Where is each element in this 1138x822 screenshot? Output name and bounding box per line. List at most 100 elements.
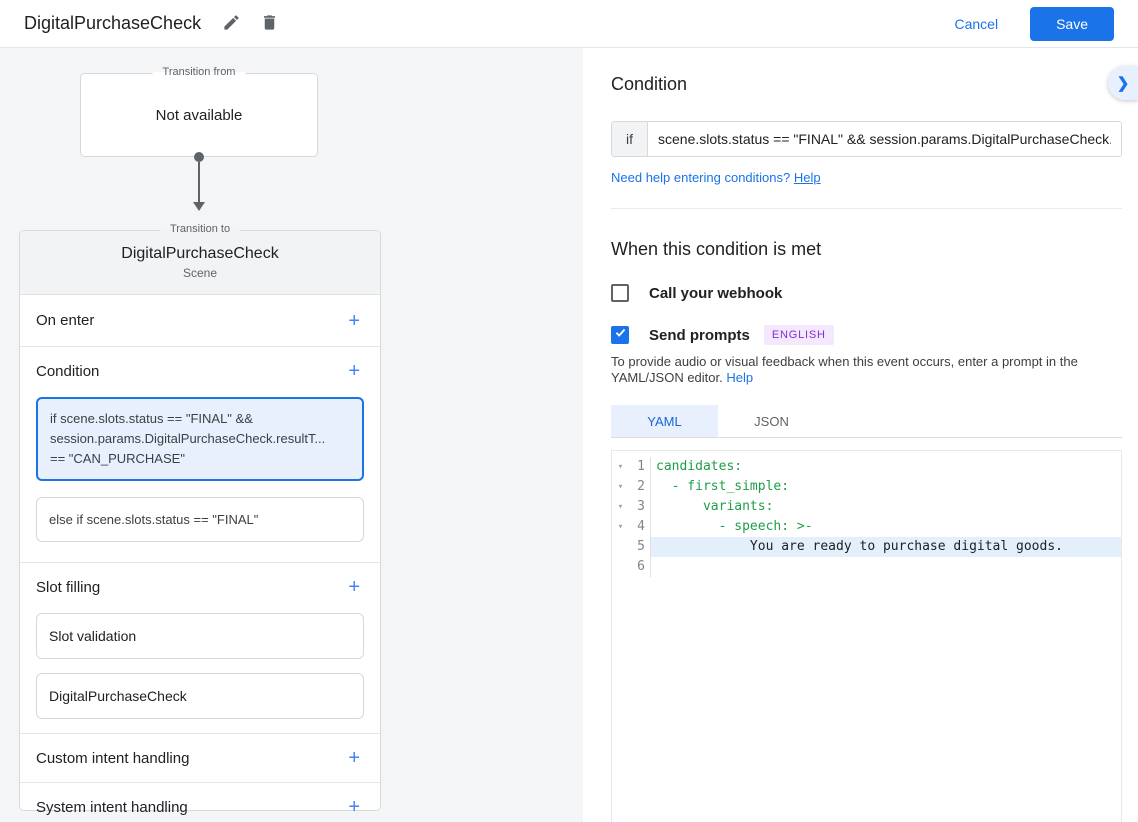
delete-scene-button[interactable] (257, 12, 281, 36)
line-number: 4 (629, 517, 651, 537)
flow-connector-line (198, 162, 200, 202)
prompts-desc-text: To provide audio or visual feedback when… (611, 354, 1078, 385)
line-number: 1 (629, 457, 651, 477)
fold-toggle-icon[interactable]: ▾ (617, 482, 624, 492)
scene-card-header: Transition to DigitalPurchaseCheck Scene (20, 223, 380, 295)
transition-from-box: Transition from Not available (80, 66, 318, 157)
fold-toggle-icon (612, 557, 629, 577)
panel-title: Condition (611, 74, 688, 94)
flow-arrowhead-icon (193, 202, 205, 211)
tabbar-divider (611, 437, 1122, 438)
code-text[interactable]: - speech: >- (656, 519, 813, 534)
send-prompts-checkbox[interactable] (611, 326, 629, 344)
condition-section: Condition + if scene.slots.status == "FI… (20, 347, 380, 542)
code-editor-lines: ▾ 1 candidates: ▾ 2 - first_simple: ▾ 3 varian… (612, 457, 1121, 577)
editor-tabs: YAML JSON (611, 405, 1122, 437)
webhook-row: Call your webhook (611, 284, 1122, 302)
transition-from-value: Not available (155, 106, 243, 124)
condition-card[interactable]: else if scene.slots.status == "FINAL" (36, 497, 364, 542)
condition-card-line: session.params.DigitalPurchaseCheck.resu… (50, 431, 326, 446)
code-line: ▾ 3 variants: (612, 497, 1121, 517)
section-divider (20, 782, 380, 783)
code-text[interactable] (651, 557, 1121, 577)
help-text: Need help entering conditions? (611, 170, 794, 185)
condition-card-line: else if scene.slots.status == "FINAL" (49, 512, 259, 527)
line-number: 6 (629, 557, 651, 577)
edit-title-button[interactable] (219, 12, 243, 36)
code-line: 6 (612, 557, 1121, 577)
panel-divider (611, 208, 1122, 209)
help-link[interactable]: Help (793, 170, 821, 185)
section-divider (20, 733, 380, 734)
language-badge: ENGLISH (763, 325, 834, 345)
trash-icon (260, 13, 279, 35)
add-custom-intent-button[interactable]: + (344, 746, 364, 770)
pencil-icon (222, 13, 241, 35)
code-editor[interactable]: ▾ 1 candidates: ▾ 2 - first_simple: ▾ 3 varian… (611, 450, 1122, 822)
call-webhook-checkbox[interactable] (611, 284, 629, 302)
transition-from-label: Transition from (152, 66, 246, 78)
code-line: ▾ 1 candidates: (612, 457, 1121, 477)
add-on-enter-button[interactable]: + (344, 309, 364, 333)
prompts-description: To provide audio or visual feedback when… (611, 354, 1122, 386)
slot-validation-card[interactable]: Slot validation (36, 613, 364, 659)
condition-card-line: if scene.slots.status == "FINAL" && (50, 411, 253, 426)
fold-toggle-icon[interactable]: ▾ (617, 462, 624, 472)
fold-toggle-icon[interactable]: ▾ (617, 502, 624, 512)
on-enter-section[interactable]: On enter + (20, 295, 380, 346)
scene-card: Transition to DigitalPurchaseCheck Scene… (19, 223, 381, 817)
code-text[interactable]: You are ready to purchase digital goods. (651, 537, 1121, 557)
condition-input[interactable] (648, 122, 1121, 156)
flow-connector-dot (194, 152, 204, 162)
slot-filling-label: Slot filling (36, 578, 101, 596)
condition-section-header[interactable]: Condition + (20, 347, 380, 395)
collapse-panel-button[interactable]: ❯ (1108, 66, 1138, 100)
chevron-right-icon: ❯ (1116, 75, 1130, 92)
slot-digitalpurchasecheck-card[interactable]: DigitalPurchaseCheck (36, 673, 364, 719)
condition-card-line: == "CAN_PURCHASE" (50, 451, 185, 466)
add-system-intent-button[interactable]: + (344, 795, 364, 819)
condition-section-label: Condition (36, 362, 100, 380)
line-number: 3 (629, 497, 651, 517)
section-divider (20, 562, 380, 563)
tab-json[interactable]: JSON (754, 413, 789, 429)
scene-flow-pane: Transition from Not available Transition… (0, 48, 583, 822)
code-text[interactable]: candidates: (656, 459, 743, 474)
tab-yaml[interactable]: YAML (611, 405, 718, 437)
line-number: 5 (629, 537, 651, 557)
slot-filling-section: Slot filling + Slot validation DigitalPu… (20, 563, 380, 719)
fold-toggle-icon[interactable]: ▾ (617, 522, 624, 532)
page-title: DigitalPurchaseCheck (24, 13, 202, 33)
scene-name: DigitalPurchaseCheck (121, 245, 279, 262)
custom-intent-section[interactable]: Custom intent handling + (20, 734, 380, 782)
scene-type: Scene (182, 266, 218, 280)
section-divider (20, 346, 380, 347)
code-line: ▾ 2 - first_simple: (612, 477, 1121, 497)
on-enter-label: On enter (36, 312, 95, 329)
code-line: 5 You are ready to purchase digital good… (612, 537, 1121, 557)
code-text[interactable]: - first_simple: (656, 479, 790, 494)
condition-help-line: Need help entering conditions? Help (611, 170, 1122, 185)
add-condition-button[interactable]: + (344, 359, 364, 383)
prompts-help-link[interactable]: Help (726, 370, 754, 385)
fold-toggle-icon (612, 537, 629, 557)
condition-input-row: if (611, 121, 1122, 157)
condition-detail-pane: ❯ Condition if Need help entering condit… (583, 48, 1138, 822)
system-intent-label: System intent handling (36, 798, 188, 816)
line-number: 2 (629, 477, 651, 497)
send-prompts-label: Send prompts (649, 326, 750, 344)
checkmark-icon (614, 326, 627, 344)
slot-filling-section-header[interactable]: Slot filling + (20, 563, 380, 611)
save-button[interactable]: Save (1030, 6, 1114, 41)
cancel-button[interactable]: Cancel (936, 7, 1016, 41)
send-prompts-row: Send prompts ENGLISH (611, 325, 1122, 345)
call-webhook-label: Call your webhook (649, 284, 783, 302)
add-slot-button[interactable]: + (344, 575, 364, 599)
system-intent-section[interactable]: System intent handling + (20, 783, 380, 822)
custom-intent-label: Custom intent handling (36, 749, 190, 767)
condition-card-selected[interactable]: if scene.slots.status == "FINAL" && sess… (36, 397, 364, 481)
code-text[interactable]: variants: (656, 499, 774, 514)
if-prefix-label: if (612, 122, 648, 156)
when-condition-title: When this condition is met (611, 239, 822, 259)
transition-to-label: Transition to (159, 223, 241, 235)
